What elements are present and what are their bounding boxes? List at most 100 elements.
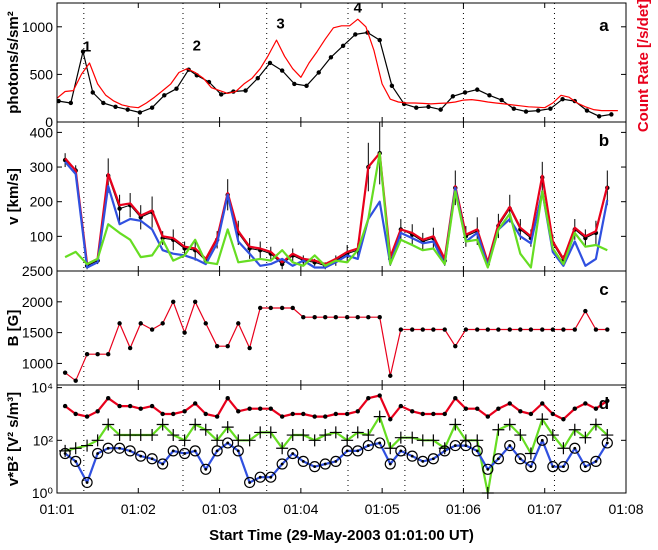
data-point xyxy=(377,393,382,398)
data-point xyxy=(268,406,273,411)
data-point xyxy=(344,315,350,320)
data-point-center xyxy=(313,465,317,469)
data-point xyxy=(523,109,529,114)
data-point xyxy=(301,411,306,417)
data-point xyxy=(312,315,317,320)
data-point xyxy=(243,88,248,93)
data-point-center xyxy=(85,481,89,484)
data-point xyxy=(395,445,407,457)
y-tick-label: 2000 xyxy=(22,294,53,310)
data-point-center xyxy=(583,465,587,469)
data-point xyxy=(323,315,328,320)
data-point xyxy=(524,447,537,460)
data-point-center xyxy=(323,462,327,466)
data-point xyxy=(609,112,614,117)
data-point xyxy=(160,411,165,417)
data-point xyxy=(589,418,602,431)
data-point xyxy=(518,409,523,414)
data-point xyxy=(330,455,342,467)
data-point-center xyxy=(573,446,577,450)
y-axis-label: v [km/s] xyxy=(5,168,22,225)
data-point xyxy=(182,409,187,414)
data-point xyxy=(536,434,548,446)
data-point-center xyxy=(204,467,208,471)
data-point-center xyxy=(334,459,338,463)
data-point xyxy=(316,70,321,75)
data-point xyxy=(593,327,599,332)
data-point-center xyxy=(431,457,435,461)
data-point xyxy=(214,414,220,419)
data-point xyxy=(134,429,147,442)
data-point xyxy=(171,411,176,417)
data-point xyxy=(546,429,559,442)
data-point xyxy=(511,106,517,111)
panel-label: b xyxy=(599,131,609,150)
data-point xyxy=(268,305,273,311)
data-point xyxy=(492,453,504,465)
data-point xyxy=(504,439,516,452)
data-point xyxy=(507,401,512,406)
series-B xyxy=(62,299,610,383)
data-point xyxy=(290,305,295,311)
data-point xyxy=(243,434,256,447)
data-point xyxy=(406,431,419,444)
x-tick-label: 01:07 xyxy=(527,501,562,517)
data-point-center xyxy=(378,441,382,445)
event-label: 3 xyxy=(276,16,284,33)
data-point xyxy=(569,442,581,454)
data-point xyxy=(189,418,202,431)
data-point xyxy=(352,445,364,457)
data-point xyxy=(62,403,68,409)
series-line xyxy=(64,152,608,267)
data-point xyxy=(471,434,484,447)
data-point xyxy=(117,321,122,326)
y-axis-label: photons/s/sm² xyxy=(5,11,22,114)
data-point xyxy=(254,426,267,439)
data-point xyxy=(286,429,299,442)
data-point xyxy=(81,476,93,489)
data-point xyxy=(487,93,492,98)
data-point xyxy=(199,423,212,436)
data-point xyxy=(398,327,404,332)
series-red xyxy=(64,152,609,266)
data-point xyxy=(225,343,230,349)
data-point xyxy=(203,321,208,326)
data-point xyxy=(62,370,68,375)
panel-frame xyxy=(56,270,627,386)
data-point xyxy=(536,108,541,113)
data-point xyxy=(149,105,155,110)
data-point xyxy=(518,327,523,332)
x-tick-label: 01:02 xyxy=(121,501,156,517)
data-point xyxy=(496,327,501,332)
data-point xyxy=(162,93,167,98)
series-line xyxy=(64,161,609,269)
x-tick-label: 01:04 xyxy=(283,501,318,517)
y-tick-label: 100 xyxy=(30,228,54,244)
data-point xyxy=(301,315,306,320)
data-point xyxy=(167,445,179,457)
y-tick-label: 200 xyxy=(30,194,54,210)
data-point xyxy=(56,98,61,104)
data-point xyxy=(340,43,346,49)
data-point-center xyxy=(399,449,403,453)
data-point-center xyxy=(605,441,609,445)
data-point xyxy=(137,110,143,115)
data-point xyxy=(70,455,82,467)
data-point xyxy=(377,315,382,320)
data-point xyxy=(572,406,577,411)
data-point xyxy=(406,450,418,462)
data-point xyxy=(247,406,252,411)
data-point xyxy=(323,414,328,419)
data-point-center xyxy=(269,475,273,479)
data-point xyxy=(279,305,285,311)
data-point xyxy=(362,429,375,442)
data-point-center xyxy=(496,457,500,461)
data-point xyxy=(449,418,462,431)
series-line xyxy=(64,152,608,269)
series-blue xyxy=(59,434,613,489)
data-point xyxy=(167,429,180,442)
data-point xyxy=(388,417,393,422)
data-point xyxy=(221,421,234,434)
data-point xyxy=(590,455,602,467)
panel-d xyxy=(56,384,627,499)
